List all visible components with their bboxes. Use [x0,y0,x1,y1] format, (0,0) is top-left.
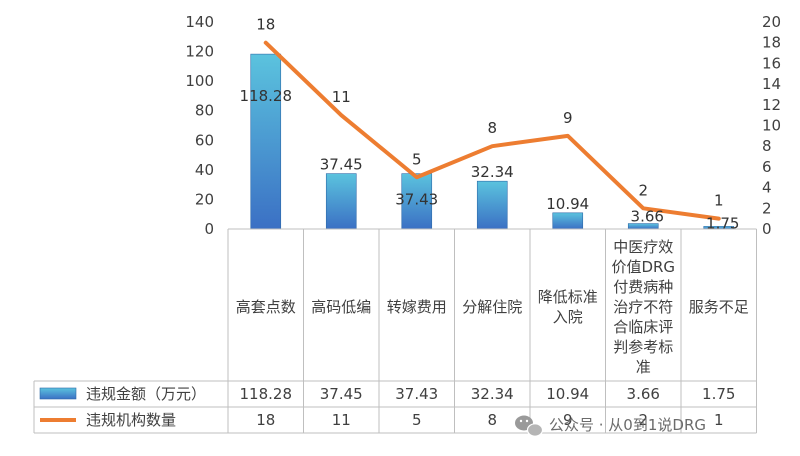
right-tick-label: 10 [762,117,781,135]
category-label: 服务不足 [689,298,749,316]
bar-value-label: 10.94 [546,195,589,213]
bar-value-label: 32.34 [471,163,514,181]
category-label: 治疗不符 [613,298,673,316]
category-label: 转嫁费用 [387,298,447,316]
table-cell-amount: 10.94 [546,385,589,403]
bar-value-label: 1.75 [706,214,739,232]
right-tick-label: 18 [762,34,781,52]
table-cell-count: 2 [638,411,648,429]
right-tick-label: 16 [762,54,781,72]
right-tick-label: 0 [762,220,772,238]
right-tick-label: 20 [762,13,781,31]
table-cell-count: 18 [256,411,275,429]
left-tick-label: 100 [185,72,214,90]
category-label: 中医疗效 [613,238,673,256]
left-tick-label: 80 [195,102,214,120]
category-label: 降低标准 [538,288,598,306]
left-tick-label: 140 [185,13,214,31]
table-cell-count: 8 [487,411,497,429]
right-tick-label: 8 [762,137,772,155]
bar [476,180,508,230]
right-tick-label: 4 [762,179,772,197]
right-tick-label: 2 [762,199,772,217]
table-cell-amount: 118.28 [240,385,293,403]
bar [325,173,357,230]
category-label: 价值DRG [611,258,675,276]
left-tick-label: 20 [195,190,214,208]
line-value-label: 1 [714,192,724,210]
line-value-label: 11 [332,88,351,106]
left-tick-label: 120 [185,43,214,61]
wechat-icon [515,415,544,437]
category-label: 准 [636,358,651,376]
table-cell-amount: 37.45 [320,385,363,403]
category-label: 分解住院 [462,298,522,316]
table-cell-amount: 32.34 [471,385,514,403]
bar-value-label: 37.43 [395,191,438,209]
legend-bar-label: 违规金额（万元） [86,385,206,403]
left-tick-label: 40 [195,161,214,179]
left-tick-label: 60 [195,131,214,149]
bar-series [250,53,735,230]
category-label: 付费病种 [613,278,673,296]
line-value-label: 9 [563,109,573,127]
category-label: 合临床评 [613,318,673,336]
table-cell-count: 9 [563,411,573,429]
left-tick-label: 0 [204,220,214,238]
table-cell-count: 1 [714,411,724,429]
line-value-label: 5 [412,150,422,168]
line-value-label: 8 [487,119,497,137]
table-cell-count: 5 [412,411,422,429]
bar-value-label: 118.28 [240,87,293,105]
right-tick-label: 14 [762,75,781,93]
category-label: 入院 [553,308,583,326]
line-value-label: 18 [256,16,275,34]
right-tick-label: 12 [762,96,781,114]
line-series [263,40,721,221]
bar [250,53,282,230]
watermark: 公众号 · 从0到1说DRG [515,415,706,437]
category-label: 高码低编 [311,298,371,316]
legend-bar-key [39,387,77,400]
table-cell-count: 11 [332,411,351,429]
bar [552,212,584,230]
bar-value-label: 37.45 [320,156,363,174]
left-y-axis: 0 20 40 60 80 100 120 140 [185,13,214,238]
bar [401,173,433,230]
line-value-label: 2 [638,181,648,199]
legend-line-label: 违规机构数量 [86,411,176,429]
table-cell-amount: 3.66 [627,385,660,403]
category-label: 判参考标 [613,338,673,356]
data-labels: 118.28 37.45 37.43 32.34 10.94 3.66 1.75 18 11 5 8… [240,16,740,233]
right-y-axis: 0 2 4 6 8 10 12 14 16 18 20 [762,13,781,238]
category-label: 高套点数 [236,298,296,316]
right-tick-label: 6 [762,158,772,176]
table-cell-amount: 37.43 [395,385,438,403]
table-cell-amount: 1.75 [702,385,735,403]
bar-value-label: 3.66 [631,208,664,226]
watermark-text: 公众号 · 从0到1说DRG [549,416,706,434]
